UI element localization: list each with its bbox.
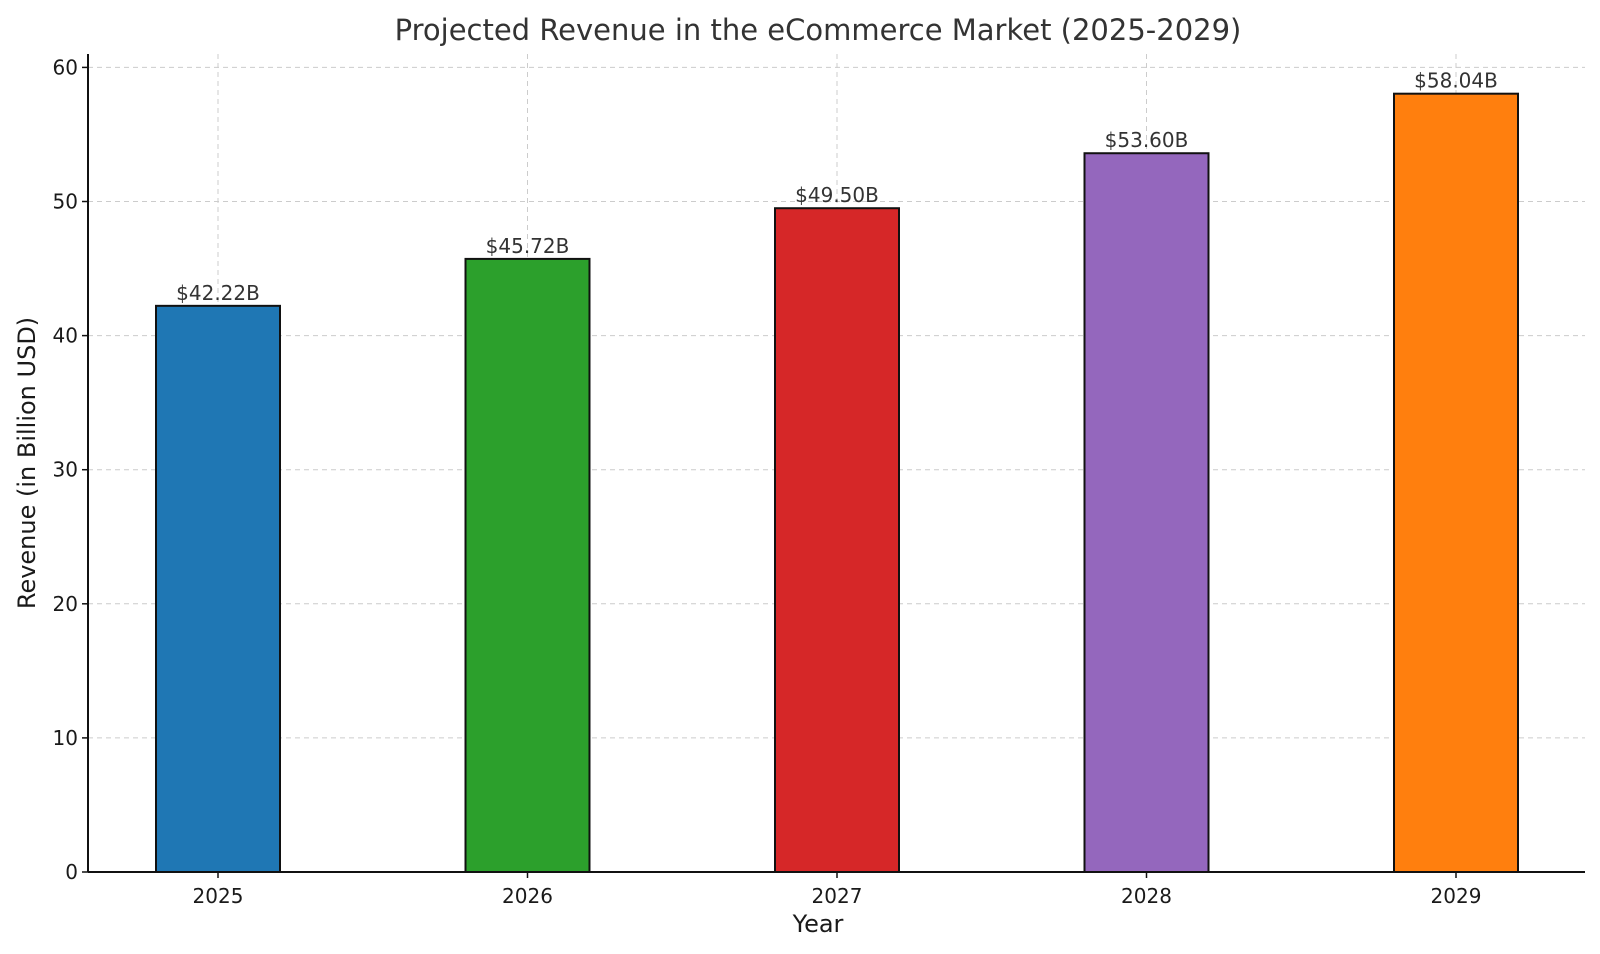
y-tick-label: 30 [53,458,78,482]
x-tick-label: 2027 [812,884,863,908]
x-tick-label: 2028 [1121,884,1172,908]
data-label: $42.22B [176,281,260,305]
y-tick-label: 60 [53,55,78,79]
bars [155,92,1519,873]
data-labels: $42.22B $45.72B $49.50B $53.60B $58.04B [176,69,1498,305]
bar [1083,152,1210,873]
x-axis-label: Year [792,910,844,938]
y-tick-label: 10 [53,726,78,750]
y-tick-label: 40 [53,324,78,348]
data-label: $53.60B [1105,128,1189,152]
data-label: $45.72B [486,234,570,258]
bar [464,257,591,873]
x-tick-label: 2029 [1431,884,1482,908]
x-tick-label: 2025 [193,884,244,908]
y-axis-label: Revenue (in Billion USD) [13,317,41,609]
bar [1393,92,1519,873]
axes [82,54,1585,878]
tick-labels: 0 10 20 30 40 50 60 2025 2026 2027 2028 2029 [53,55,1482,908]
x-tick-label: 2026 [502,884,553,908]
bar [155,304,281,873]
data-label: $49.50B [795,183,879,207]
y-tick-label: 0 [65,860,78,884]
bar [774,207,900,873]
y-tick-label: 20 [53,592,78,616]
y-tick-label: 50 [53,190,78,214]
chart-title: Projected Revenue in the eCommerce Marke… [395,13,1242,47]
data-label: $58.04B [1414,69,1498,93]
